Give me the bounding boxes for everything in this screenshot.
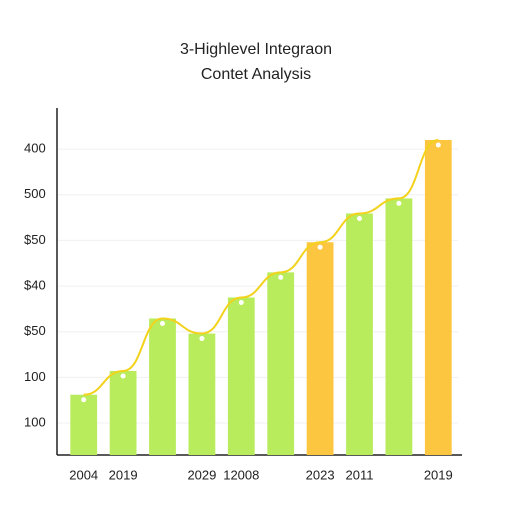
y-tick-label: $50 [24,232,46,247]
trend-dot [81,397,87,403]
trend-dot [396,200,402,206]
x-tick-label: 2011 [346,467,374,482]
trend-dot [160,320,165,326]
trend-dot [435,142,441,148]
x-tick-label: 2029 [187,467,216,482]
bar [227,297,255,455]
chart-subtitle: Contet Analysis [201,66,311,83]
chart-title: 3-Highlevel Integraon [180,41,332,58]
bar [267,272,295,455]
trend-dot [120,373,126,379]
bar [109,370,137,455]
bar [385,198,413,455]
y-tick-label: $40 [24,278,46,293]
trend-dot [199,336,205,342]
x-tick-label: 2019 [424,467,453,482]
y-tick-label: 100 [24,369,46,384]
bar [346,213,373,455]
bar [70,394,98,455]
trend-dot [238,299,244,305]
trend-dot [278,274,284,280]
x-tick-label: 2023 [306,467,335,482]
y-tick-label: 500 [24,186,46,201]
x-tick-label: 2019 [109,467,138,482]
bar [188,333,216,455]
bar [306,242,334,455]
trend-dot [357,215,362,221]
y-tick-label: $50 [24,323,46,338]
x-tick-label: 12008 [223,467,259,482]
trend-line [83,138,439,396]
y-tick-label: 100 [24,414,46,429]
trend-dot [317,244,323,250]
bar [149,318,176,455]
bar [424,139,452,456]
y-tick-label: 400 [24,141,46,156]
x-tick-label: 2004 [69,467,98,482]
